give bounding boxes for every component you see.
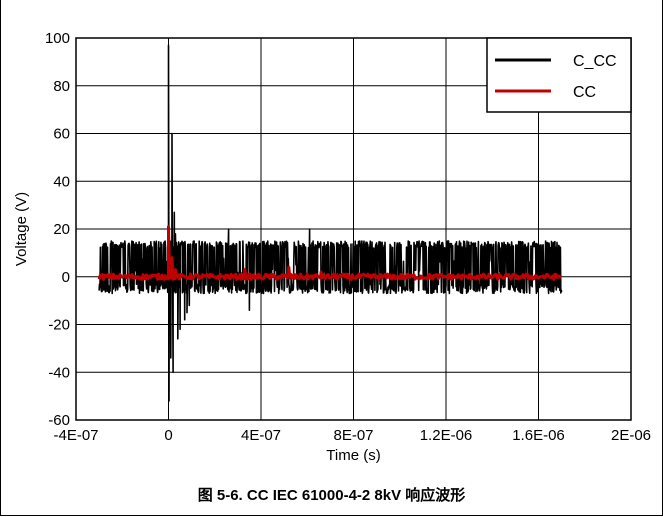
legend-label-cc: CC [573,84,596,101]
x-tick-label: -4E-07 [53,427,98,444]
x-tick-label: 1.2E-06 [420,427,473,444]
y-axis-title: Voltage (V) [13,192,30,266]
x-tick-label: 8E-07 [333,427,373,444]
y-tick-label: 100 [45,30,70,47]
x-tick-label: 0 [164,427,172,444]
legend-label-c-cc: C_CC [573,53,617,70]
y-tick-label: -20 [48,317,70,334]
y-tick-labels: 100 80 60 40 20 0 -20 -40 -60 [45,30,70,429]
legend: C_CC CC [486,37,632,113]
y-tick-label: -60 [48,412,70,429]
plot-area-border [75,37,632,421]
x-axis-title: Time (s) [326,447,380,464]
y-tick-label: 80 [53,78,70,95]
series-line-cc [97,225,563,281]
y-tick-label: -40 [48,364,70,381]
series-layer [97,44,563,402]
y-tick-label: 60 [53,126,70,143]
y-tick-label: 0 [62,269,70,286]
legend-box [486,37,632,113]
figure-caption: 图 5-6. CC IEC 61000-4-2 8kV 响应波形 [197,487,466,504]
y-tick-label: 40 [53,173,70,190]
x-tick-label: 4E-07 [241,427,281,444]
x-tick-label: 2E-06 [611,427,651,444]
series-line-c-cc [98,44,563,402]
x-tick-label: 1.6E-06 [512,427,565,444]
chart-svg: 100 80 60 40 20 0 -20 -40 -60 -4E-07 0 4E-07 8E-07 1… [13,30,651,464]
y-tick-label: 20 [53,221,70,238]
x-tick-labels: -4E-07 0 4E-07 8E-07 1.2E-06 1.6E-06 2E-06 [53,427,651,444]
